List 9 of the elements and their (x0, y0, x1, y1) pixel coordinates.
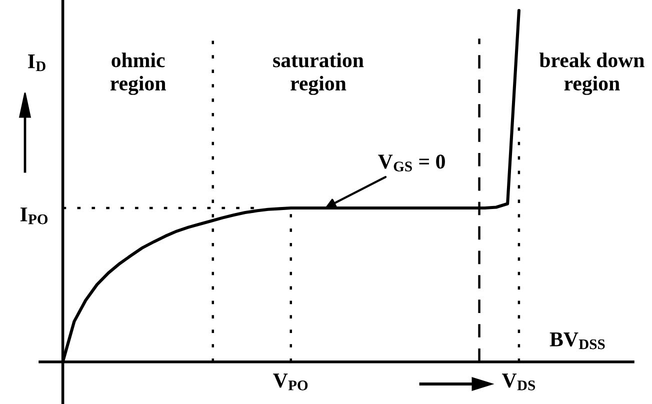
ref-line-label: I$_{PO}$ (20, 208, 48, 224)
y-axis-title: I$_{D}$ (28, 54, 46, 72)
x-tick-label: V$_{DS}$ (502, 374, 536, 390)
annotation: V$_{GS}$ = 0 (378, 154, 445, 172)
x-tick-label: V$_{PO}$ (273, 374, 308, 390)
annotation: ohmic region (110, 52, 166, 95)
text: break down region (539, 52, 644, 95)
ref-line-label: BV$_{DSS}$ (550, 332, 605, 350)
annotation: saturation region (273, 52, 364, 95)
